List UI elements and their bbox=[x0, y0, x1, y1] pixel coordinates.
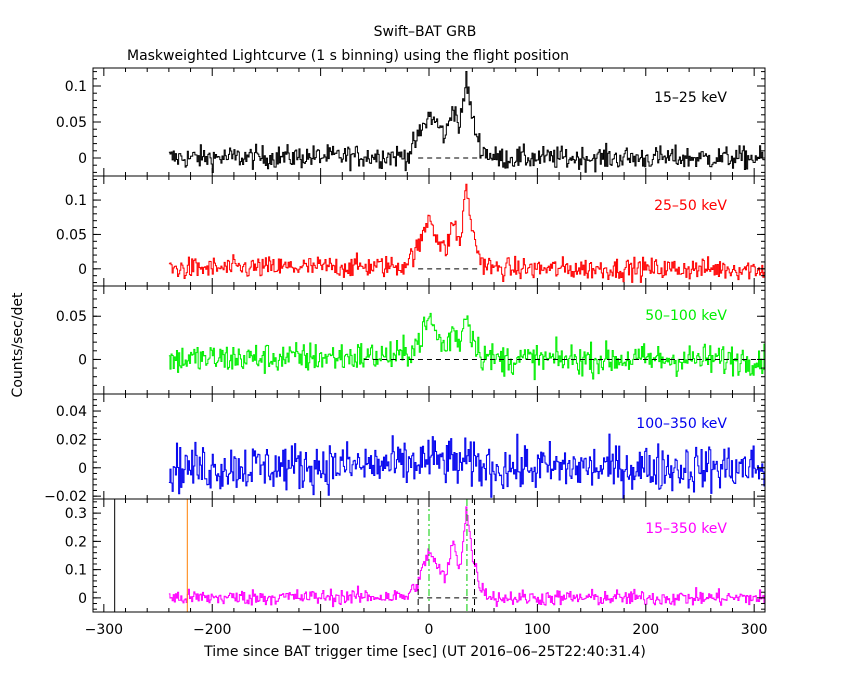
y-tick-label: 0.1 bbox=[65, 79, 87, 95]
y-tick-label: 0.2 bbox=[65, 534, 87, 550]
band-label: 15–25 keV bbox=[654, 90, 727, 106]
y-tick-label: 0 bbox=[78, 262, 87, 278]
y-tick-label: 0.1 bbox=[65, 193, 87, 209]
panel-1: 0 0.05 0.1 15–25 keV bbox=[56, 67, 766, 177]
y-tick-label: 0.3 bbox=[65, 506, 87, 522]
y-tick-label: −0.02 bbox=[44, 489, 87, 505]
y-tick-label: 0 bbox=[78, 591, 87, 607]
lightcurve-series bbox=[168, 183, 765, 283]
y-tick-label: 0.04 bbox=[56, 404, 87, 420]
lightcurve-series bbox=[168, 506, 765, 608]
panel-3: 0 0.05 50–100 keV bbox=[56, 285, 766, 395]
band-label: 15–350 keV bbox=[645, 521, 727, 537]
panel-5: 0 0.1 0.2 0.3 15–350 keV bbox=[65, 498, 766, 613]
chart-title: Swift–BAT GRB bbox=[374, 24, 477, 40]
y-tick-label: 0.05 bbox=[56, 227, 87, 243]
y-tick-label: 0 bbox=[78, 352, 87, 368]
panel-2: 0 0.05 0.1 25–50 keV bbox=[56, 175, 766, 287]
band-label: 25–50 keV bbox=[654, 198, 727, 214]
panels-group: 0 0.05 0.1 15–25 keV 0 0.05 0.1 25–50 keV 0 0.05 5… bbox=[44, 67, 768, 638]
x-tick-label: 300 bbox=[741, 622, 768, 638]
y-axis-label: Counts/sec/det bbox=[10, 292, 26, 397]
x-axis-label: Time since BAT trigger time [sec] (UT 20… bbox=[203, 644, 646, 660]
band-label: 50–100 keV bbox=[645, 308, 727, 324]
y-tick-label: 0 bbox=[78, 461, 87, 477]
lightcurve-series bbox=[168, 71, 765, 174]
x-tick-label: −200 bbox=[193, 622, 231, 638]
panel-4: −0.02 0 0.02 0.04 100–350 keV bbox=[44, 393, 766, 505]
band-label: 100–350 keV bbox=[636, 416, 727, 432]
y-tick-label: 0.02 bbox=[56, 432, 87, 448]
x-tick-label: −300 bbox=[85, 622, 123, 638]
x-tick-label: 200 bbox=[632, 622, 659, 638]
panel-frame bbox=[92, 285, 766, 395]
y-tick-label: 0.1 bbox=[65, 563, 87, 579]
chart-subtitle: Maskweighted Lightcurve (1 s binning) us… bbox=[127, 48, 569, 64]
y-tick-label: 0.05 bbox=[56, 309, 87, 325]
lightcurve-series bbox=[168, 433, 765, 499]
lightcurve-series bbox=[168, 312, 765, 381]
x-tick-label: −100 bbox=[301, 622, 339, 638]
panel-frame bbox=[92, 67, 766, 177]
x-tick-label: 100 bbox=[524, 622, 551, 638]
y-tick-label: 0 bbox=[78, 151, 87, 167]
y-tick-label: 0.05 bbox=[56, 115, 87, 131]
x-tick-label: 0 bbox=[425, 622, 434, 638]
